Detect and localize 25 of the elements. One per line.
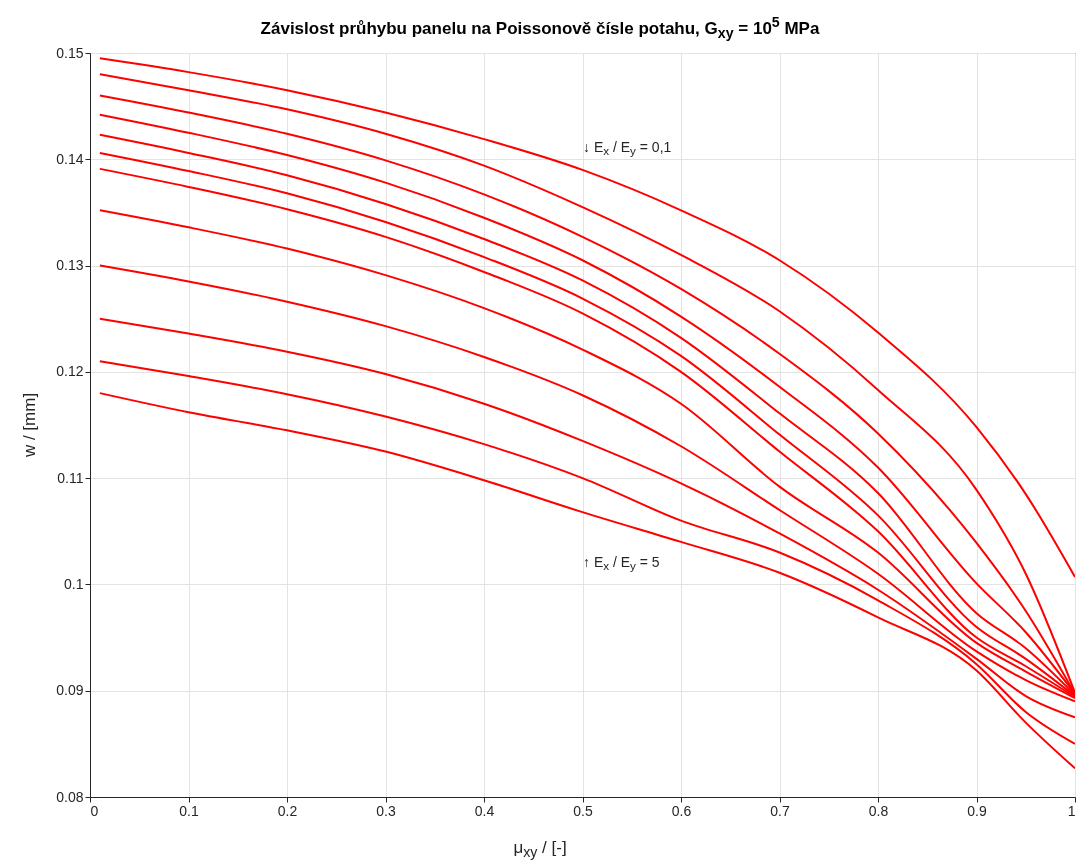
x-tick-label: 0.5: [573, 802, 593, 819]
x-tick-label: 0.8: [868, 802, 889, 819]
x-tick-label: 0.6: [671, 802, 692, 819]
x-tick-label: 0.3: [376, 802, 396, 819]
y-tick-label: 0.09: [56, 682, 84, 699]
y-tick-label: 0.1: [64, 575, 84, 592]
x-tick-label: 0.1: [179, 802, 199, 819]
y-tick-label: 0.15: [56, 44, 84, 61]
annotation: ↑ E$_{x}$ / E$_{y}$ = 5: [583, 553, 660, 573]
y-tick-label: 0.08: [56, 788, 84, 805]
x-tick-label: 0.9: [967, 802, 987, 819]
x-tick-label: 0.7: [770, 802, 790, 819]
x-tick-label: 0.4: [474, 802, 495, 819]
annotation: ↓ E$_{x}$ / E$_{y}$ = 0,1: [583, 138, 672, 158]
line-series: [98, 57, 1075, 578]
x-tick-label: 0.2: [277, 802, 298, 819]
y-tick-label: 0.11: [57, 469, 84, 486]
y-axis-title: w / [mm]: [20, 392, 40, 458]
y-tick-label: 0.12: [56, 363, 84, 380]
chart-title: Závislost průhybu panelu na Poissonově čísle potahu, G$_{xy}$ = 10$^{5}$ MPa: [259, 14, 821, 42]
x-tick-label: 0: [90, 802, 99, 819]
x-axis-title: μ$_{xy}$ / [-]: [512, 838, 568, 861]
y-tick-label: 0.14: [56, 150, 84, 167]
x-tick-label: 1: [1067, 802, 1076, 819]
y-tick-label: 0.13: [56, 257, 84, 274]
